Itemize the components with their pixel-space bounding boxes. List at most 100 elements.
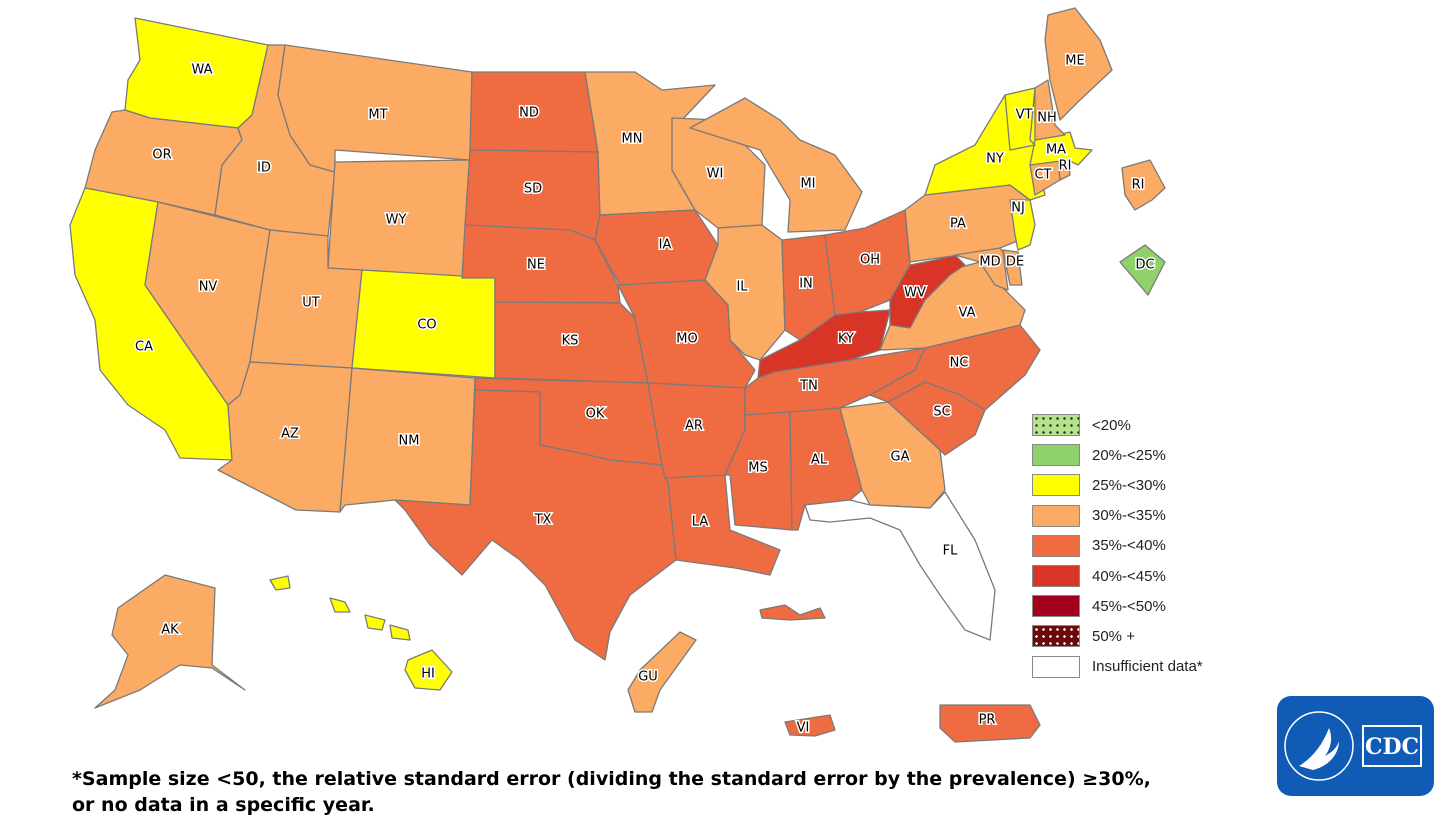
label-ID: ID: [257, 161, 271, 176]
label-AZ: AZ: [281, 427, 299, 442]
footnote: *Sample size <50, the relative standard …: [72, 766, 1222, 818]
legend-swatch: [1032, 595, 1080, 618]
state-VT: [1004, 87, 1036, 151]
legend-label: 45%-<50%: [1092, 597, 1166, 615]
state-LA: [664, 474, 781, 576]
label-WY: WY: [386, 213, 407, 228]
label-TX: TX: [534, 513, 552, 528]
state-IA: [594, 209, 719, 286]
state-MD: [954, 247, 1009, 291]
legend-item: 35%-<40%: [1032, 531, 1203, 561]
state-MA: [1029, 131, 1093, 166]
state-NC: [869, 324, 1041, 411]
legend-swatch: [1032, 534, 1080, 557]
legend-label: 35%-<40%: [1092, 537, 1166, 555]
label-IA: IA: [659, 238, 672, 253]
label-NE: NE: [527, 258, 545, 273]
legend-label: 20%-<25%: [1092, 446, 1166, 464]
state-HI-islands: [269, 575, 411, 641]
state-WV: [889, 254, 966, 329]
state-TX: [394, 389, 677, 661]
legend-label: 50% +: [1092, 627, 1135, 645]
legend-item: 20%-<25%: [1032, 440, 1203, 470]
label-RI: RI: [1059, 159, 1072, 174]
cdc-logo-text: CDC: [1365, 734, 1419, 760]
state-NJ: [1009, 199, 1036, 251]
label-KY: KY: [838, 332, 854, 347]
label-VA: VA: [959, 306, 976, 321]
label-GU: GU: [638, 670, 658, 685]
label-MT: MT: [368, 108, 387, 123]
label-VI: VI: [797, 721, 810, 736]
label-KS: KS: [562, 334, 579, 349]
label-ND: ND: [519, 106, 539, 121]
label-CO: CO: [417, 318, 436, 333]
state-IL: [704, 224, 786, 361]
label-NY: NY: [986, 152, 1004, 167]
legend-label: <20%: [1092, 416, 1131, 434]
legend-item: <20%: [1032, 410, 1203, 440]
label-NH: NH: [1037, 111, 1057, 126]
legend-label: 40%-<45%: [1092, 567, 1166, 585]
label-WV: WV: [904, 286, 926, 301]
label-MS: MS: [748, 461, 767, 476]
legend-label: 25%-<30%: [1092, 476, 1166, 494]
state-MI: [689, 97, 863, 233]
legend: <20% 20%-<25% 25%-<30% 30%-<35% 35%-<40%…: [1032, 410, 1203, 682]
label-WA: WA: [191, 63, 212, 78]
legend-item: Insufficient data*: [1032, 652, 1203, 682]
label-LA: LA: [692, 515, 709, 530]
state-PR: [939, 704, 1041, 743]
label-TN: TN: [799, 379, 818, 394]
state-FL: [804, 491, 996, 641]
label-OK: OK: [586, 407, 605, 422]
label-MI: MI: [800, 177, 815, 192]
label-OH: OH: [860, 253, 880, 268]
label-UT: UT: [302, 296, 320, 311]
legend-label: Insufficient data*: [1092, 658, 1203, 676]
label-NJ: NJ: [1011, 201, 1025, 216]
state-AK: [94, 574, 246, 709]
state-DC: [1119, 244, 1166, 296]
label-AL: AL: [811, 453, 828, 468]
label-IL: IL: [736, 280, 748, 295]
label-SC: SC: [933, 405, 950, 420]
footnote-line-1: *Sample size <50, the relative standard …: [72, 768, 1151, 790]
label-GA: GA: [891, 450, 910, 465]
label-OR: OR: [152, 148, 171, 163]
legend-item: 50% +: [1032, 621, 1203, 651]
state-VI-islands: [759, 604, 826, 621]
label-FL: FL: [943, 544, 958, 559]
label-PA: PA: [950, 217, 966, 232]
legend-item: 30%-<35%: [1032, 501, 1203, 531]
legend-swatch: [1032, 474, 1080, 497]
label-DC: DC: [1135, 258, 1154, 273]
legend-swatch: [1032, 444, 1080, 467]
state-ME: [1044, 7, 1113, 121]
label-SD: SD: [524, 182, 542, 197]
legend-swatch: [1032, 625, 1080, 648]
label-MA: MA: [1046, 143, 1066, 158]
label-VT: VT: [1016, 108, 1033, 123]
label-HI: HI: [421, 667, 435, 682]
label-MD: MD: [979, 255, 1000, 270]
legend-swatch: [1032, 414, 1080, 437]
legend-swatch: [1032, 655, 1080, 678]
label-MO: MO: [676, 332, 697, 347]
state-VI: [784, 714, 836, 737]
label-MN: MN: [622, 132, 643, 147]
label-AR: AR: [685, 419, 703, 434]
state-RI_inset: [1121, 159, 1166, 211]
label-IN: IN: [799, 277, 813, 292]
label-WI: WI: [707, 167, 724, 182]
label-ME: ME: [1065, 54, 1084, 69]
state-NH: [1034, 79, 1066, 141]
label-DE: DE: [1006, 255, 1024, 270]
state-labels: WA OR CA NV ID MT WY UT AZ CO NM ND SD N…: [134, 52, 1157, 737]
label-RI-inset: RI: [1132, 178, 1145, 193]
label-CT: CT: [1034, 168, 1051, 183]
legend-label: 30%-<35%: [1092, 507, 1166, 525]
legend-item: 45%-<50%: [1032, 591, 1203, 621]
legend-item: 25%-<30%: [1032, 470, 1203, 500]
